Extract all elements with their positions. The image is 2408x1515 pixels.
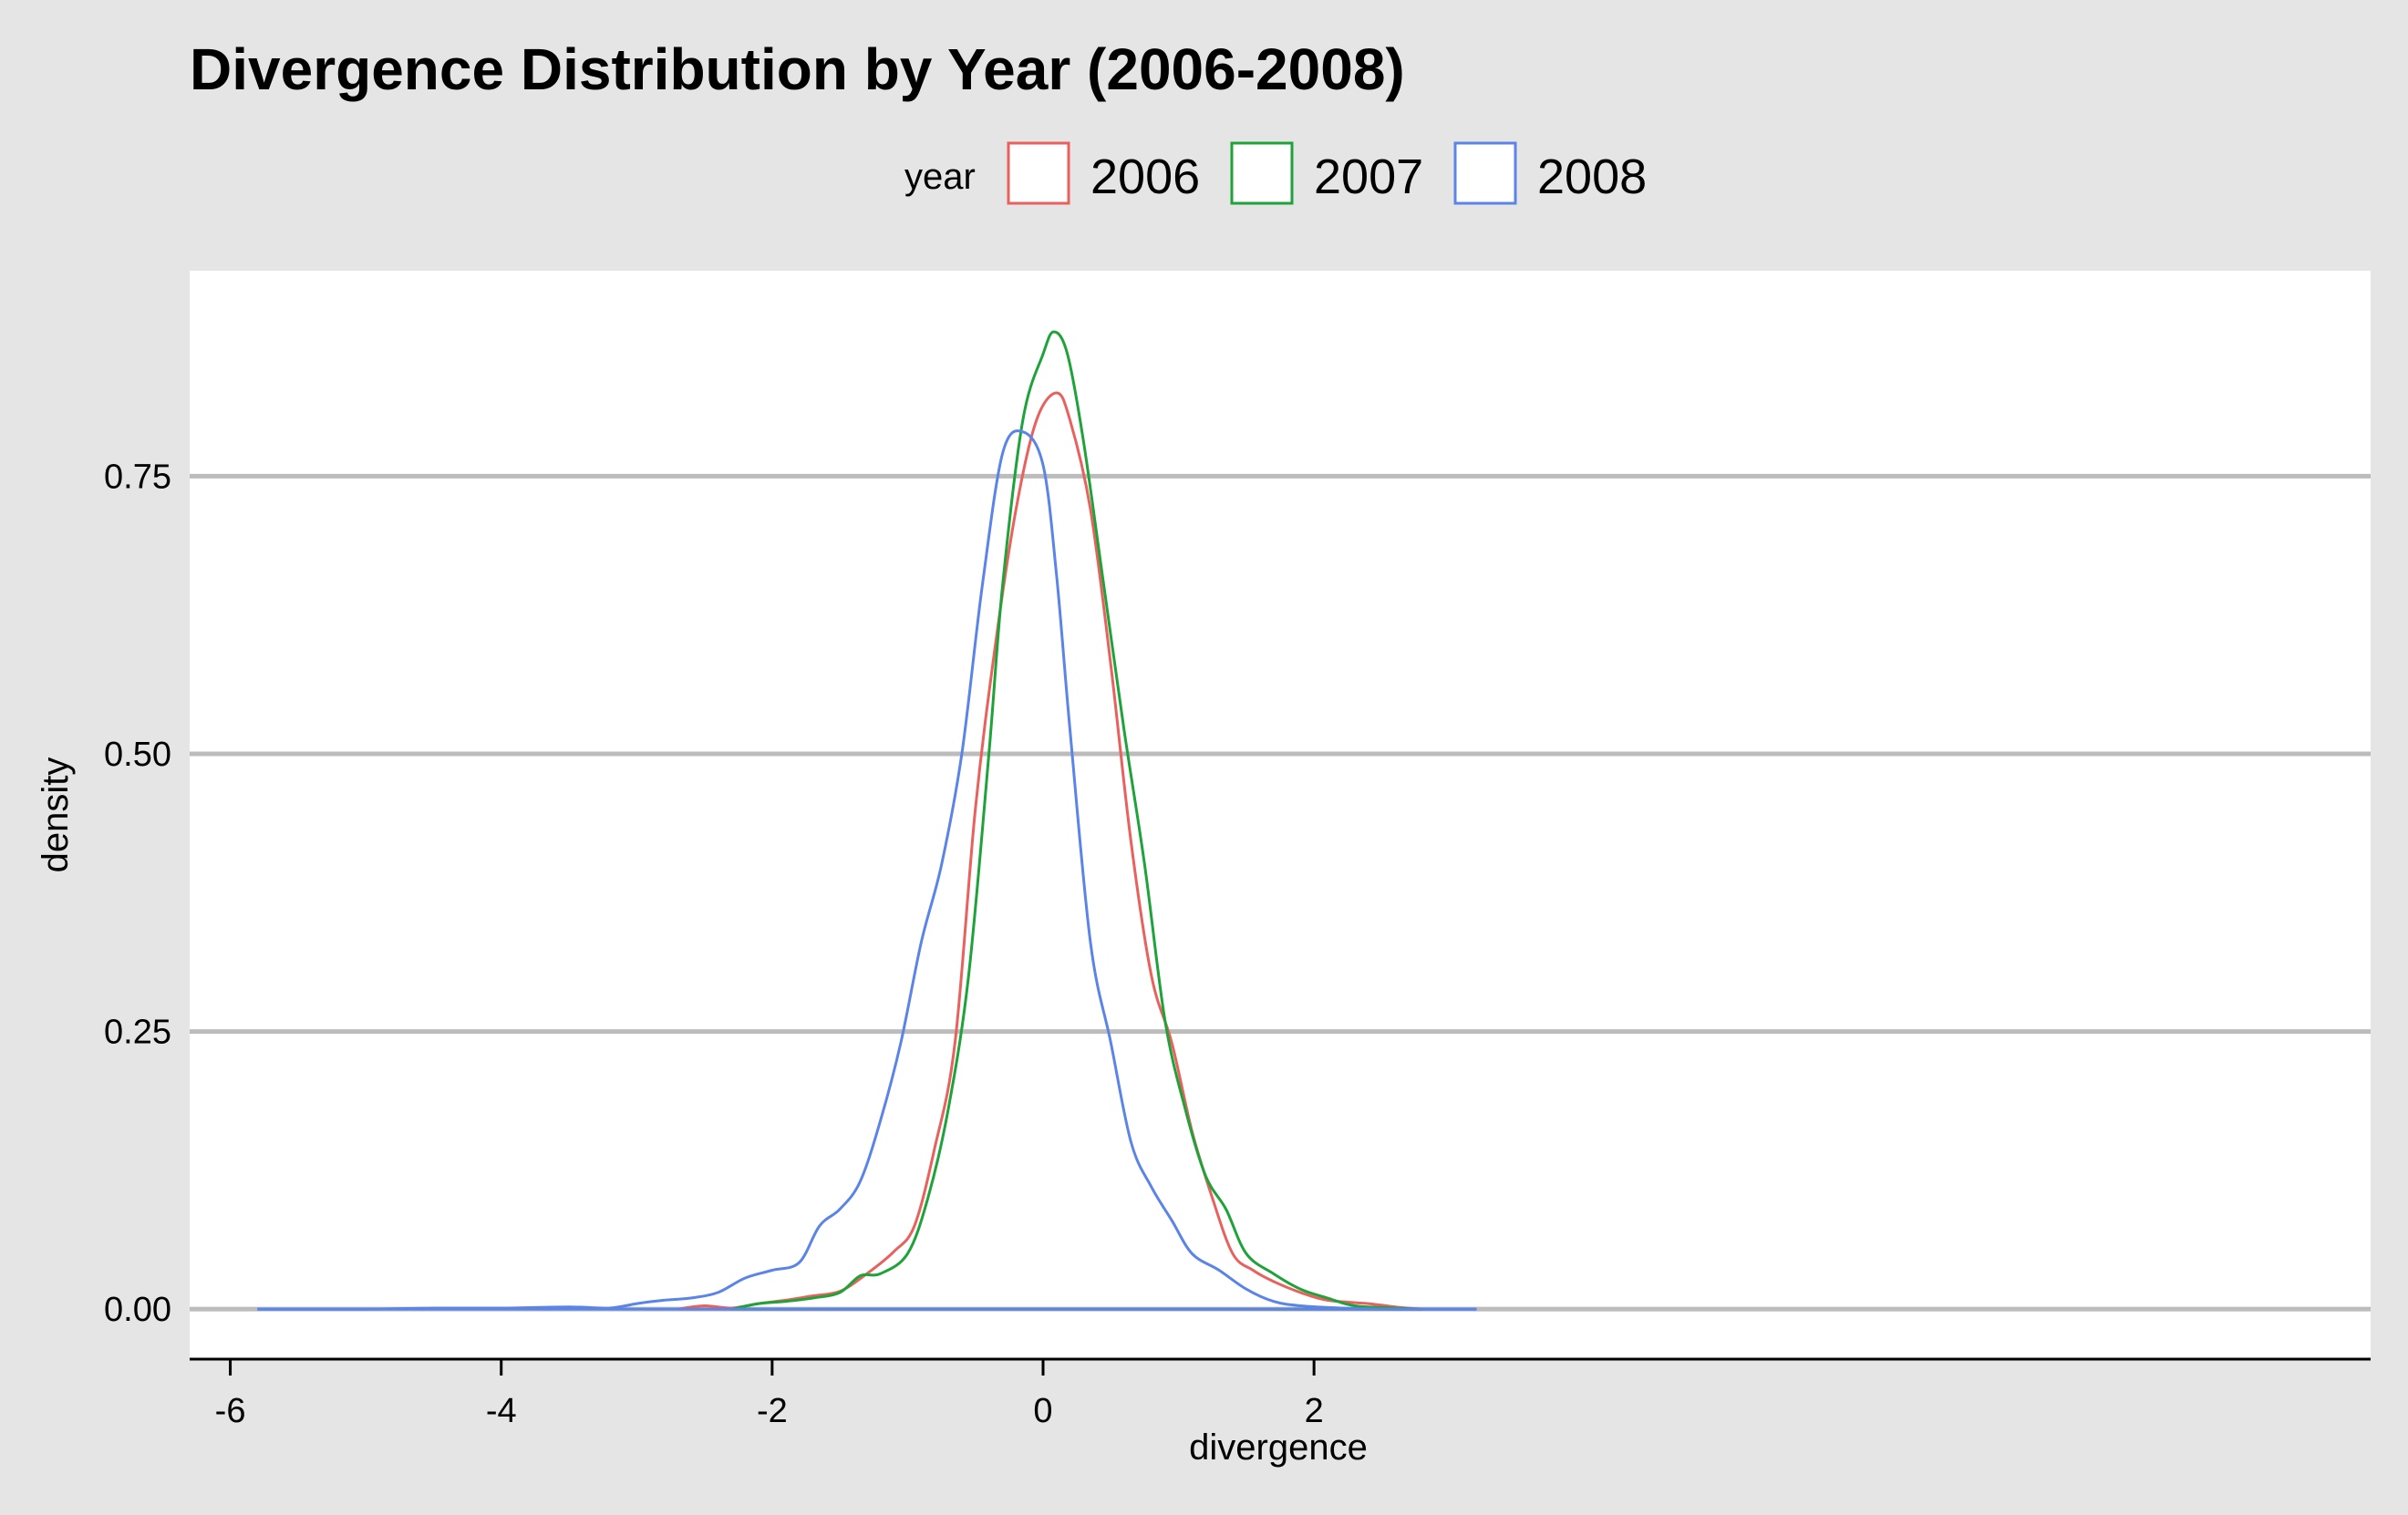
legend-key-2008 bbox=[1453, 141, 1517, 205]
y-axis-title: density bbox=[36, 758, 76, 873]
y-axis-ticks: 0.00 0.25 0.50 0.75 bbox=[104, 458, 171, 1329]
x-tick-label-2: -2 bbox=[757, 1392, 788, 1430]
legend-label-2007: 2007 bbox=[1314, 149, 1423, 204]
y-tick-label-2: 0.50 bbox=[104, 736, 171, 774]
x-tick-label-0: -6 bbox=[215, 1392, 246, 1430]
y-tick-label-0: 0.00 bbox=[104, 1291, 171, 1329]
legend-key-2006 bbox=[1007, 141, 1070, 205]
legend-label-2006: 2006 bbox=[1090, 149, 1200, 204]
legend-label-2008: 2008 bbox=[1537, 149, 1647, 204]
series-layer bbox=[257, 330, 1477, 1311]
chart-title: Divergence Distribution by Year (2006-20… bbox=[190, 36, 1405, 102]
series-line-2008 bbox=[257, 429, 1477, 1311]
x-tick-label-4: 2 bbox=[1305, 1392, 1324, 1430]
x-axis-ticks: -6 -4 -2 0 2 bbox=[215, 1359, 1324, 1430]
legend: year 2006 2007 2008 bbox=[904, 141, 1647, 205]
y-tick-label-1: 0.25 bbox=[104, 1014, 171, 1052]
legend-key-2007 bbox=[1230, 141, 1294, 205]
series-line-2007 bbox=[730, 330, 1423, 1311]
x-tick-label-3: 0 bbox=[1033, 1392, 1052, 1430]
y-tick-label-3: 0.75 bbox=[104, 458, 171, 496]
x-tick-label-1: -4 bbox=[486, 1392, 517, 1430]
legend-title: year bbox=[904, 157, 976, 197]
plot-panel bbox=[190, 271, 2371, 1359]
x-axis-title: divergence bbox=[1189, 1427, 1368, 1468]
